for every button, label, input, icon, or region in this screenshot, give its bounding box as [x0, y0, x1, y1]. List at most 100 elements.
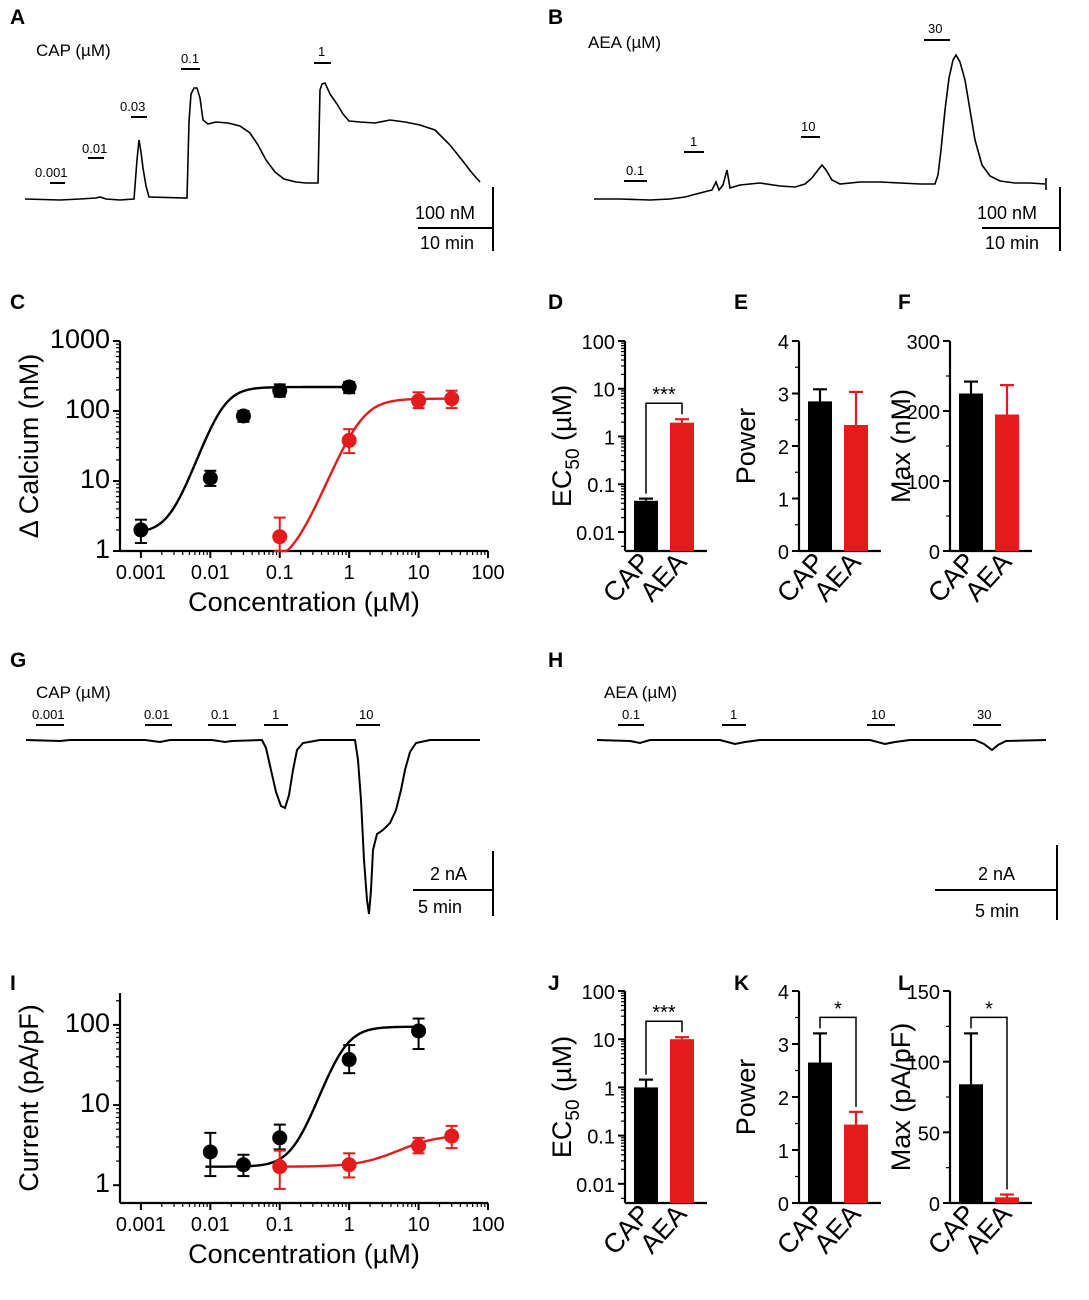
bar-aea: [670, 1039, 694, 1203]
data-point-aea: [272, 1159, 288, 1175]
application-bar: 0.001: [35, 165, 68, 184]
y-axis-label-subscript: 50: [563, 448, 584, 469]
y-tick-label: 0.1: [587, 475, 615, 497]
application-bar: 0.01: [144, 707, 172, 726]
y-axis-label: EC50 (µM): [547, 385, 584, 507]
y-axis-label-text: EC: [547, 470, 577, 508]
y-axis-label: Current (pA/pF): [14, 1004, 44, 1192]
bar-aea: [844, 425, 868, 551]
y-tick-label: 50: [918, 1123, 940, 1145]
scale-bar: 2 nA 5 min: [413, 851, 494, 917]
current-trace-aea: [596, 739, 1047, 752]
data-point-cap: [235, 1157, 251, 1173]
application-label: 0.01: [82, 141, 107, 156]
panel-b: B AEA (µM) 0.1 1 10 30 100 nM 10 min: [548, 6, 1061, 253]
data-point-aea: [444, 1128, 460, 1144]
y-tick-label: 1: [778, 1141, 789, 1163]
bar-aea: [995, 1197, 1019, 1203]
application-bar: 0.03: [120, 99, 147, 118]
application-label: 1: [318, 44, 325, 59]
y-axis-label-text: Max (pA/pF): [886, 1023, 916, 1172]
bar-cap: [959, 393, 983, 551]
bar-aea: [844, 1124, 868, 1203]
scale-y-label: 2 nA: [430, 864, 467, 884]
data-point-cap: [272, 383, 288, 399]
application-bar: 30: [973, 707, 1001, 726]
application-label: 0.001: [32, 707, 65, 722]
x-tick-label: 100: [471, 1214, 504, 1236]
application-label: 10: [359, 707, 373, 722]
bar-cap: [808, 1062, 832, 1203]
x-tick-label: 1: [344, 562, 355, 584]
data-point-cap: [272, 1130, 288, 1146]
scale-bar: 100 nM 10 min: [977, 187, 1061, 253]
application-bar: 30: [924, 21, 950, 41]
bar-cap: [808, 401, 832, 551]
current-trace-cap: [25, 738, 480, 915]
y-axis-label: Max (nM): [886, 389, 916, 503]
panel-letter-b: B: [548, 6, 563, 29]
application-label: 1: [730, 707, 737, 722]
y-axis-label-text: Power: [731, 1059, 761, 1136]
chart-i-current-dose-response: I 0.001 0.01 0.1 1 10 100 1 10 100 Concentration …: [10, 972, 505, 1269]
trace-label-aea: AEA (µM): [588, 33, 661, 52]
fit-curve-cap: [205, 1025, 422, 1168]
panel-letter-e: E: [734, 291, 748, 314]
y-tick-label: 0: [778, 542, 789, 564]
y-axis-label: Power: [731, 1059, 761, 1136]
y-axis-label-unit: (µM): [547, 1036, 577, 1100]
x-tick-label: 0.01: [191, 562, 230, 584]
y-tick-label: 1000: [50, 324, 110, 354]
application-label: 0.01: [144, 707, 169, 722]
trace-label-cap: CAP (µM): [36, 683, 111, 702]
y-tick-label: 1: [604, 1078, 615, 1100]
data-point-aea: [444, 391, 460, 407]
significance-stars: *: [985, 998, 993, 1020]
scale-y-label: 100 nM: [415, 203, 475, 223]
scale-x-label: 10 min: [420, 233, 474, 253]
x-axis-label: Concentration (µM): [188, 587, 420, 617]
y-axis-label: Power: [731, 408, 761, 485]
scale-x-label: 5 min: [975, 901, 1019, 921]
y-tick-label: 200: [907, 402, 940, 424]
y-axis-label-text: Power: [731, 408, 761, 485]
x-tick-label: 0.001: [116, 562, 166, 584]
y-axis-label: Δ Calcium (nM): [14, 354, 44, 539]
panel-letter-l: L: [898, 972, 911, 995]
scale-bar: 2 nA 5 min: [935, 845, 1058, 921]
panel-letter-i: I: [10, 972, 16, 995]
x-tick-label: 0.1: [266, 1214, 294, 1236]
application-label: 0.001: [35, 165, 68, 180]
y-tick-label: 4: [778, 982, 789, 1004]
scale-x-label: 5 min: [418, 897, 462, 917]
x-axis-label: Concentration (µM): [188, 1239, 420, 1269]
data-point-aea: [411, 393, 427, 409]
significance-stars: ***: [652, 384, 676, 406]
application-label: 1: [272, 707, 279, 722]
application-label: 10: [801, 119, 815, 134]
application-label: 0.1: [211, 707, 229, 722]
y-tick-label: 2: [778, 437, 789, 459]
application-label: 30: [928, 21, 942, 36]
significance-bracket: [819, 1016, 857, 1107]
y-tick-label: 100: [907, 1053, 940, 1075]
fit-curve-cap: [135, 385, 352, 534]
x-tick-label: 0.1: [266, 562, 294, 584]
y-tick-label: 10: [593, 380, 615, 402]
y-tick-label: 100: [582, 332, 615, 354]
application-bar: 0.1: [181, 51, 200, 70]
scale-bar: 100 nM 10 min: [415, 187, 494, 253]
application-label: 10: [871, 707, 885, 722]
panel-letter-g: G: [10, 649, 26, 672]
application-label: 0.03: [120, 99, 145, 114]
y-tick-label: 0: [778, 1194, 789, 1216]
panel-a: A CAP (µM) 0.001 0.01 0.03 0.1 1 100 nM …: [10, 6, 494, 253]
application-label: 0.1: [181, 51, 199, 66]
bar-cap: [634, 1087, 658, 1203]
application-bar: 0.001: [32, 707, 65, 726]
fit-curve-aea: [274, 397, 455, 553]
